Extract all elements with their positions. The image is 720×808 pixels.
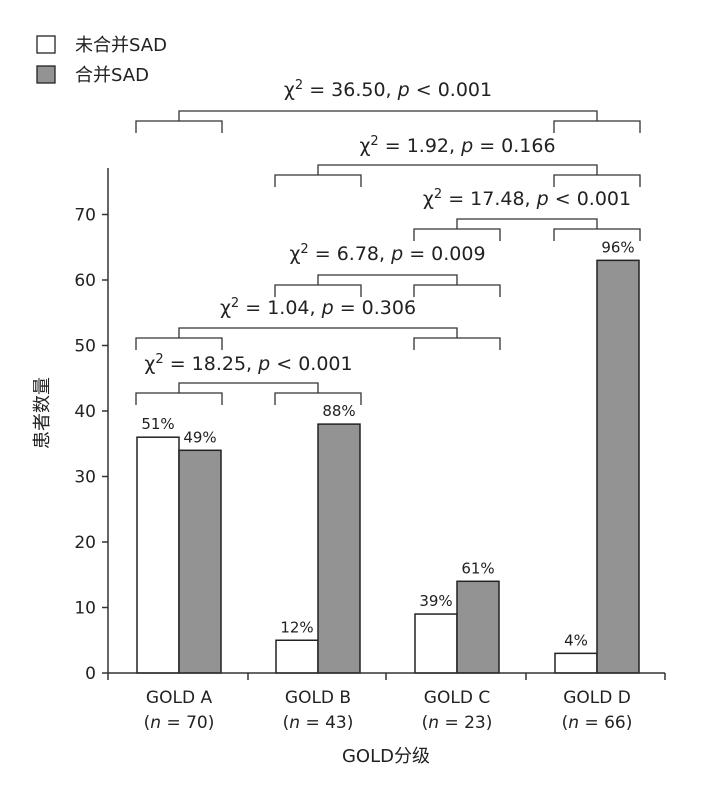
comparison-brackets: χ2 = 36.50, p < 0.001 χ2 = 1.92, p = 0.16… [135, 78, 641, 405]
comparison-bracket: χ2 = 18.25, p < 0.001 [135, 352, 362, 405]
comparison-bracket: χ2 = 17.48, p < 0.001 [413, 187, 641, 241]
bars: 51% 49% 12% 88% 39% 61% 4% 96% [136, 238, 640, 674]
y-tick-label: 40 [74, 402, 96, 422]
comparison-label: χ2 = 1.92, p = 0.166 [359, 134, 555, 158]
bar [275, 639, 319, 674]
comparison-bracket: χ2 = 1.92, p = 0.166 [274, 134, 641, 187]
connector-bracket [456, 218, 598, 229]
y-tick-label: 70 [74, 206, 96, 226]
comparison-label: χ2 = 1.04, p = 0.306 [220, 296, 416, 320]
group-bracket [553, 174, 641, 187]
bar [456, 580, 500, 674]
x-tick-label: GOLD B [285, 688, 351, 708]
x-tick-label: GOLD C [424, 688, 490, 708]
bar-value-label: 51% [141, 415, 174, 433]
comparison-bracket: χ2 = 1.04, p = 0.306 [135, 296, 501, 350]
x-tick-sublabel: (n = 43) [283, 713, 354, 733]
bar-value-label: 88% [322, 402, 355, 420]
connector-bracket [317, 164, 598, 175]
bar [414, 613, 458, 674]
legend: 未合并SAD 合并SAD [36, 35, 167, 86]
bar [178, 449, 222, 674]
bar [554, 652, 598, 674]
axes: 0 10 20 30 40 50 60 70 GOLD A (n = 70) GOLD B (n = … [32, 168, 666, 767]
connector-bracket [317, 274, 458, 285]
group-bracket [274, 174, 362, 187]
bar [136, 436, 180, 674]
bar-value-label: 49% [183, 428, 216, 446]
bar-value-label: 61% [461, 559, 494, 577]
legend-swatch [36, 35, 56, 54]
x-tick-label: GOLD D [563, 688, 631, 708]
x-tick-sublabel: (n = 66) [562, 713, 633, 733]
bar-value-label: 4% [564, 631, 588, 649]
x-tick-sublabel: (n = 70) [144, 713, 215, 733]
bar [596, 259, 640, 674]
y-tick-label: 10 [74, 599, 96, 619]
group-bracket [135, 392, 223, 405]
connector-bracket [178, 327, 458, 338]
group-bracket [274, 284, 362, 297]
connector-bracket [178, 110, 598, 121]
y-tick-label: 30 [74, 468, 96, 488]
x-axis-title: GOLD分级 [342, 746, 430, 767]
legend-swatch [36, 65, 56, 84]
y-tick-label: 20 [74, 533, 96, 553]
y-axis-title: 患者数量 [32, 377, 53, 449]
bar-value-label: 96% [601, 238, 634, 256]
legend-item: 未合并SAD [36, 35, 167, 56]
connector-bracket [178, 382, 319, 393]
y-tick-label: 0 [85, 664, 96, 684]
y-tick-label: 60 [74, 271, 96, 291]
bar [317, 423, 361, 674]
group-bracket [413, 228, 501, 241]
legend-label: 未合并SAD [75, 35, 167, 56]
comparison-bracket: χ2 = 36.50, p < 0.001 [135, 78, 641, 133]
legend-item: 合并SAD [36, 65, 149, 86]
legend-label: 合并SAD [75, 65, 149, 86]
bar-value-label: 39% [419, 592, 452, 610]
comparison-label: χ2 = 36.50, p < 0.001 [284, 78, 492, 102]
group-bracket [135, 337, 223, 350]
group-bracket [413, 284, 501, 297]
bar-value-label: 12% [280, 618, 313, 636]
x-tick-sublabel: (n = 23) [422, 713, 493, 733]
y-tick-label: 50 [74, 337, 96, 357]
group-bracket [135, 120, 223, 133]
comparison-label: χ2 = 17.48, p < 0.001 [423, 187, 631, 211]
comparison-label: χ2 = 18.25, p < 0.001 [144, 352, 352, 376]
group-bracket [413, 337, 501, 350]
comparison-bracket: χ2 = 6.78, p = 0.009 [274, 242, 501, 297]
x-tick-label: GOLD A [146, 688, 213, 708]
comparison-label: χ2 = 6.78, p = 0.009 [289, 242, 485, 266]
group-bracket [553, 120, 641, 133]
